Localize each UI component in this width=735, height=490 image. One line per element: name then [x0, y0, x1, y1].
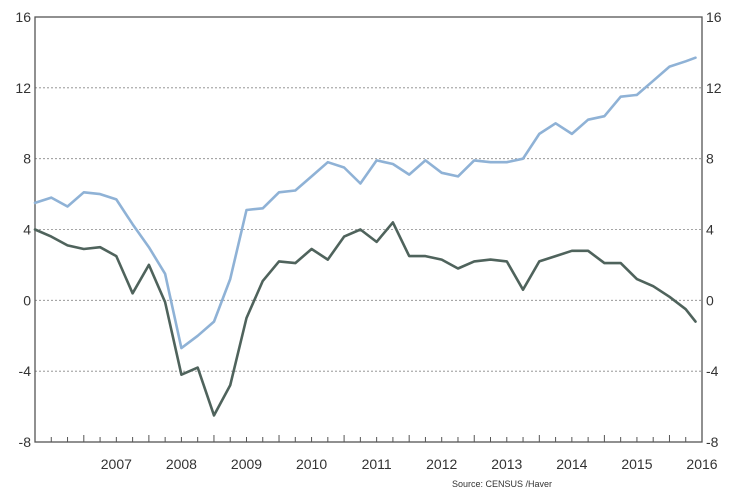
x-tick-label: 2012 — [426, 456, 457, 472]
y-tick-label: -8 — [19, 434, 32, 450]
x-tick-label: 2008 — [166, 456, 197, 472]
y-axis-right-labels: 16 12 8 4 0 -4 -8 — [706, 9, 722, 450]
source-note: Source: CENSUS /Haver — [452, 479, 552, 489]
x-tick-label: 2009 — [231, 456, 262, 472]
y-tick-label-right: 16 — [706, 9, 722, 25]
y-tick-label-right: -8 — [706, 434, 719, 450]
series-line-1 — [33, 56, 697, 350]
y-tick-label: 0 — [23, 292, 31, 308]
y-tick-label-right: 12 — [706, 80, 722, 96]
series-lines — [33, 56, 697, 417]
y-tick-label-right: 8 — [706, 151, 714, 167]
y-tick-label: 16 — [15, 9, 31, 25]
y-tick-label-right: 4 — [706, 222, 714, 238]
y-axis-left-labels: 16 12 8 4 0 -4 -8 — [15, 9, 31, 450]
x-tick-label: 2014 — [556, 456, 587, 472]
y-tick-label-right: 0 — [706, 292, 714, 308]
x-axis-ticks — [50, 435, 687, 442]
x-tick-label: 2015 — [621, 456, 652, 472]
y-tick-label: 8 — [23, 151, 31, 167]
y-tick-label: 4 — [23, 222, 31, 238]
y-tick-label-right: -4 — [706, 363, 719, 379]
y-tick-label: -4 — [19, 363, 32, 379]
y-tick-label: 12 — [15, 80, 31, 96]
gridlines — [35, 87, 702, 372]
x-tick-label: 2010 — [296, 456, 327, 472]
x-tick-label: 2007 — [101, 456, 132, 472]
series-line-2 — [33, 221, 697, 417]
x-tick-label: 2013 — [491, 456, 522, 472]
x-axis-labels: 2007 2008 2009 2010 2011 2012 2013 2014 2015 2016 — [101, 456, 718, 472]
x-tick-label: 2016 — [686, 456, 717, 472]
x-tick-label: 2011 — [362, 456, 392, 472]
